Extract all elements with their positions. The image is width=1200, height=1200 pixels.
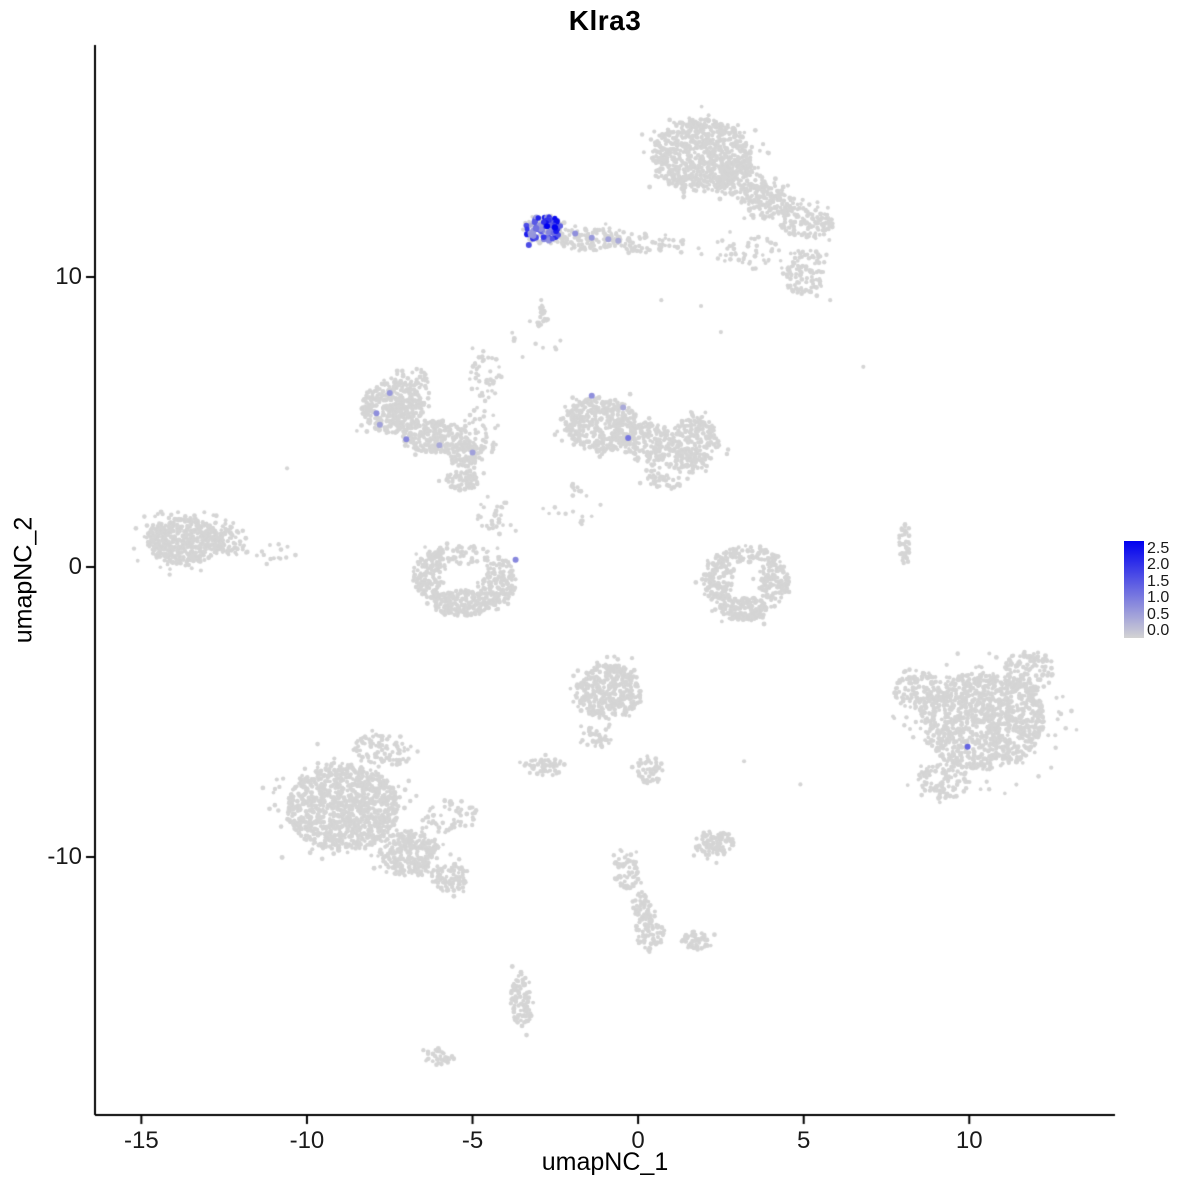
plot-title: Klra3 <box>568 5 642 36</box>
y-tick-label: -10 <box>47 842 82 870</box>
y-tick-label: 0 <box>68 552 82 580</box>
x-tick-label: -15 <box>124 1127 159 1154</box>
legend-tick-label: 2.5 <box>1147 540 1170 557</box>
x-tick-label: 0 <box>631 1127 645 1154</box>
legend-tick-label: 1.5 <box>1147 572 1170 590</box>
x-tick-label: -5 <box>461 1127 484 1154</box>
legend-gradient-bar <box>1124 541 1144 638</box>
legend-tick-label: 0.0 <box>1147 621 1170 639</box>
legend-tick-label: 0.5 <box>1147 605 1170 623</box>
x-axis-label: umapNC_1 <box>541 1148 669 1176</box>
expression-legend: 2.5 2.0 1.5 1.0 0.5 0.0 <box>1124 541 1169 638</box>
x-tick-label: 10 <box>955 1127 983 1154</box>
legend-tick-label: 1.0 <box>1147 589 1170 607</box>
legend-tick-label: 2.0 <box>1147 556 1170 574</box>
y-tick-label: 10 <box>55 262 82 290</box>
x-tick-label: -10 <box>289 1127 325 1154</box>
x-tick-label: 5 <box>797 1127 811 1154</box>
legend-tick-labels: 2.5 2.0 1.5 1.0 0.5 0.0 <box>1147 540 1170 639</box>
